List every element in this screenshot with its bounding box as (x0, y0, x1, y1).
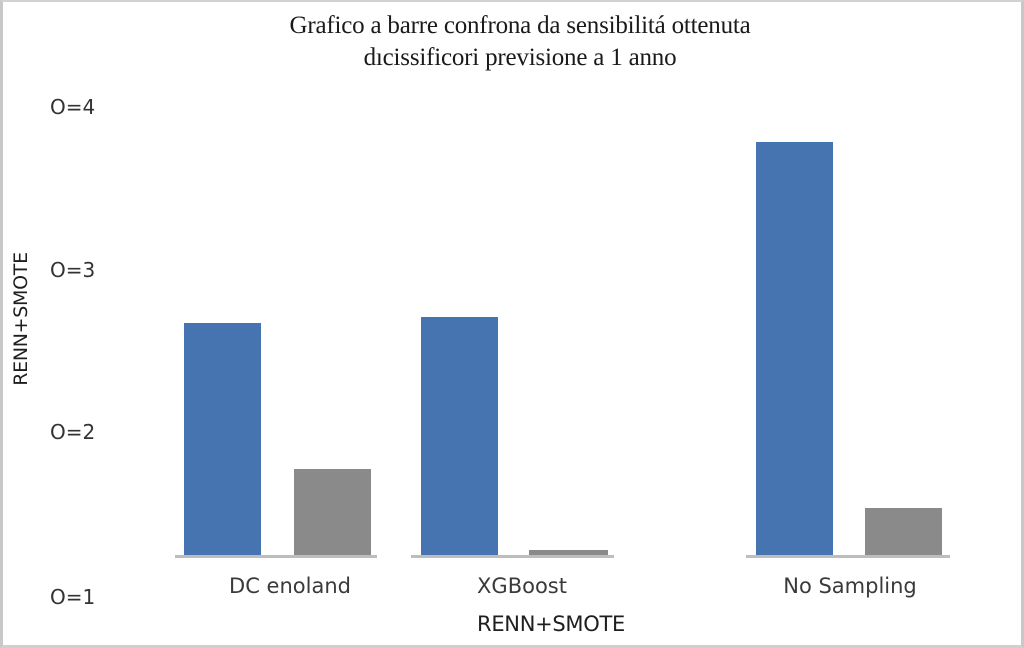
bar-no-sampling-series-1 (756, 142, 833, 556)
chart-title: Grafico a barre confrona da sensibilitá … (200, 10, 840, 74)
baseline-no-sampling (746, 555, 950, 558)
bar-dc-enoland-series-2 (294, 469, 371, 556)
baseline-dc-enoland (175, 555, 377, 558)
x-label-dc-enoland: DC enoland (229, 574, 351, 598)
baseline-xgboost (411, 555, 614, 558)
y-tick-label-1: O=1 (50, 585, 96, 609)
bar-xgboost-series-1 (421, 317, 498, 556)
y-axis-title: RENN+SMOTE (10, 252, 32, 386)
y-tick-label-2: O=2 (50, 420, 96, 444)
chart-title-line-2: dıcissificori previsione a 1 anno (363, 44, 677, 71)
chart-title-line-1: Grafico a barre confrona da sensibilitá … (289, 12, 751, 39)
x-label-no-sampling: No Sampling (783, 574, 917, 598)
x-label-xgboost: XGBoost (477, 574, 567, 598)
y-tick-label-3: O=3 (50, 258, 96, 282)
x-axis-title: RENN+SMOTE (477, 612, 625, 636)
bar-no-sampling-series-2 (865, 508, 942, 556)
y-tick-label-4: O=4 (50, 95, 96, 119)
bar-dc-enoland-series-1 (184, 323, 261, 556)
bar-xgboost-series-2 (529, 550, 608, 556)
